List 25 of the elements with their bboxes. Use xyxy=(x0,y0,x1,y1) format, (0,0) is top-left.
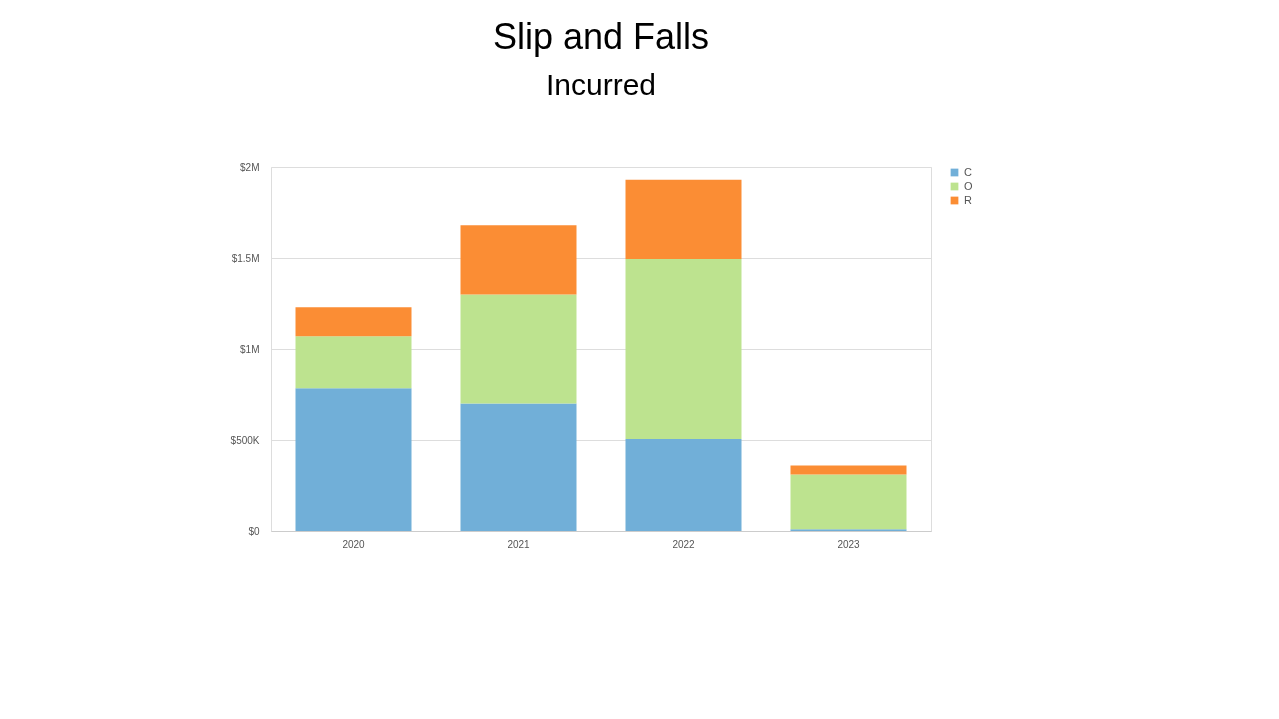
y-tick-label: $1.5M xyxy=(231,252,260,264)
bar xyxy=(460,225,577,295)
y-tick-label: $2M xyxy=(240,161,260,173)
bar xyxy=(460,294,577,404)
x-tick-label: 2021 xyxy=(507,538,531,550)
bar xyxy=(625,179,742,259)
bar xyxy=(295,336,412,389)
x-tick-label: 2023 xyxy=(837,538,861,550)
legend-label: O xyxy=(964,179,973,192)
bar xyxy=(295,388,412,531)
bar xyxy=(790,474,907,530)
bar xyxy=(625,258,742,440)
chart-title: Slip and Falls xyxy=(492,16,710,57)
bar xyxy=(625,439,742,531)
bar xyxy=(295,307,412,337)
legend-label: R xyxy=(964,193,972,206)
legend-label: C xyxy=(964,165,972,178)
bar xyxy=(790,465,907,475)
x-tick-label: 2020 xyxy=(342,538,366,550)
y-tick-label: $1M xyxy=(240,343,260,355)
bar xyxy=(460,403,577,531)
x-tick-label: 2022 xyxy=(672,538,696,550)
y-tick-label: $500K xyxy=(230,434,260,446)
y-tick-label: $0 xyxy=(248,525,260,537)
chart-subtitle: Incurred xyxy=(545,68,657,101)
